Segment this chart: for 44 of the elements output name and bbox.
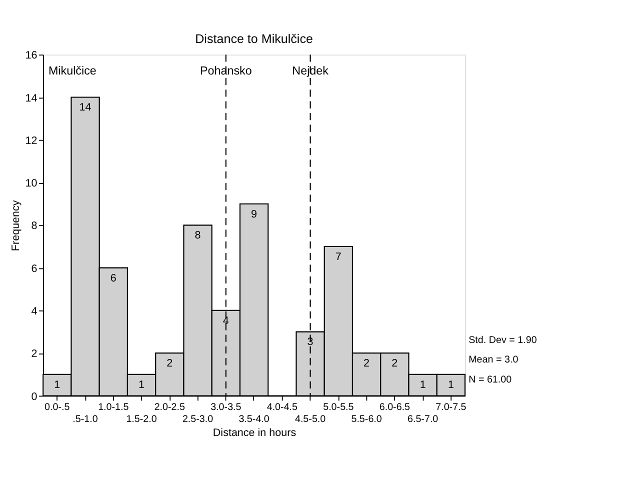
x-tick-label: 0.0-.5 — [44, 402, 70, 414]
chart-title: Distance to Mikulčice — [195, 32, 313, 46]
data-label: 1 — [138, 378, 145, 391]
y-tick-label: 0 — [31, 390, 38, 403]
x-tick-label: 6.0-6.5 — [379, 402, 411, 414]
y-tick-label: 12 — [25, 134, 38, 147]
y-tick-label: 16 — [25, 50, 38, 62]
y-tick-label: 10 — [25, 178, 38, 190]
x-tick-label: 1.5-2.0 — [126, 414, 158, 425]
data-label: 2 — [166, 358, 173, 370]
data-label: 7 — [335, 250, 342, 263]
x-tick-label: 3.5-4.0 — [238, 414, 270, 425]
text: N = 61.00 — [468, 374, 512, 386]
x-tick-label: 1.0-1.5 — [98, 402, 130, 414]
y-tick-label: 14 — [25, 92, 38, 104]
x-tick-label: 3.0-3.5 — [210, 402, 242, 414]
y-axis-title: Frequency — [10, 200, 22, 252]
x-tick-label: 7.0-7.5 — [436, 402, 467, 414]
x-tick-label: 4.5-5.0 — [294, 414, 326, 425]
data-label: 2 — [392, 358, 398, 370]
x-axis-title: Distance in hours — [212, 427, 296, 440]
data-label: 1 — [54, 378, 60, 391]
x-tick-label: 2.5-3.0 — [182, 414, 214, 425]
data-label: 8 — [194, 230, 201, 242]
data-label: 1 — [448, 378, 454, 391]
data-label: 4 — [222, 314, 229, 327]
data-label: 9 — [251, 208, 258, 220]
x-tick-label: 2.0-2.5 — [154, 402, 186, 414]
x-tick-label: 5.5-6.0 — [351, 414, 382, 425]
data-label: 2 — [364, 358, 370, 370]
y-tick-label: 4 — [31, 305, 38, 318]
text: Mean = 3.0 — [468, 354, 519, 366]
x-tick-label: 4.0-4.5 — [266, 402, 298, 414]
data-label: 6 — [110, 272, 116, 284]
x-tick-label: .5-1.0 — [72, 414, 98, 425]
text: Std. Dev = 1.90 — [468, 334, 538, 346]
annotation: Mikulčice — [48, 64, 96, 78]
data-label: 14 — [79, 102, 92, 114]
y-tick-label: 6 — [31, 262, 38, 275]
data-label: 1 — [420, 378, 426, 391]
x-tick-label: 6.5-7.0 — [407, 414, 439, 425]
y-tick-label: 2 — [31, 348, 38, 360]
y-tick-label: 8 — [31, 220, 38, 232]
x-tick-label: 5.0-5.5 — [323, 402, 354, 414]
